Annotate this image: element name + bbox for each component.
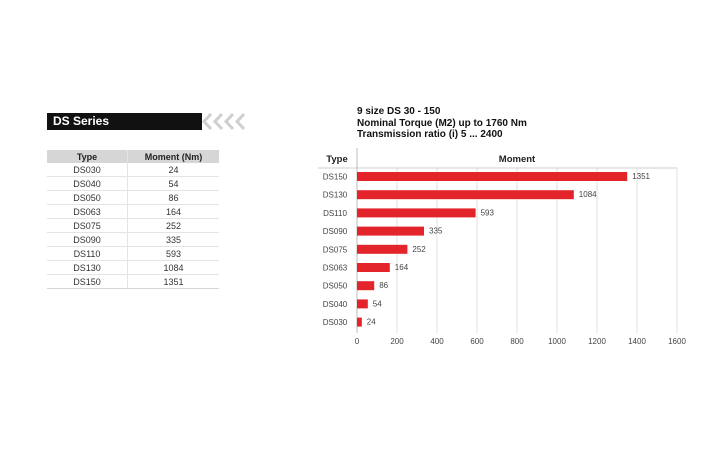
bar <box>357 172 628 181</box>
table-row: DS075 252 <box>47 218 219 233</box>
spec-info: 9 size DS 30 - 150 Nominal Torque (M2) u… <box>357 106 527 141</box>
info-transmission-ratio: Transmission ratio (i) 5 ... 2400 <box>357 129 503 140</box>
table-row: DS030 24 <box>47 163 219 177</box>
data-label: 86 <box>379 281 388 290</box>
cell-type: DS050 <box>47 190 128 205</box>
table-row: DS130 1084 <box>47 260 219 275</box>
category-label: DS090 <box>323 227 348 236</box>
info-size-range: 9 size DS 30 - 150 <box>357 106 441 117</box>
series-banner: DS Series <box>47 113 202 130</box>
table-row: DS090 335 <box>47 232 219 247</box>
bar <box>357 208 476 218</box>
chart-header-type: Type <box>326 154 347 165</box>
cell-type: DS030 <box>47 163 128 177</box>
moment-table: Type Moment (Nm) DS030 24 DS040 54 DS050 86… <box>47 150 219 289</box>
table-row: DS063 164 <box>47 204 219 219</box>
x-tick-label: 600 <box>470 337 484 346</box>
cell-moment: 86 <box>127 190 219 205</box>
table-header-row: Type Moment (Nm) <box>47 150 219 163</box>
cell-moment: 593 <box>127 246 219 261</box>
info-nominal-torque: Nominal Torque (M2) up to 1760 Nm <box>357 117 527 129</box>
category-label: DS063 <box>323 264 348 273</box>
data-label: 252 <box>412 245 426 254</box>
category-label: DS130 <box>323 191 348 200</box>
x-tick-label: 400 <box>430 337 444 346</box>
table-row: DS040 54 <box>47 176 219 191</box>
table-row: DS110 593 <box>47 246 219 261</box>
cell-moment: 252 <box>127 218 219 233</box>
table-row: DS050 86 <box>47 190 219 205</box>
series-title: DS Series <box>53 114 110 128</box>
cell-type: DS110 <box>47 246 128 261</box>
cell-moment: 1351 <box>127 274 219 289</box>
x-tick-label: 200 <box>390 337 404 346</box>
bar <box>357 263 390 272</box>
x-tick-label: 800 <box>510 337 524 346</box>
x-tick-label: 1600 <box>668 337 686 346</box>
category-label: DS150 <box>323 173 348 182</box>
cell-moment: 54 <box>127 176 219 191</box>
column-header-type: Type <box>47 150 128 163</box>
cell-moment: 1084 <box>127 260 219 275</box>
x-tick-label: 1200 <box>588 337 606 346</box>
cell-moment: 164 <box>127 204 219 219</box>
category-label: DS075 <box>323 245 348 254</box>
chart-header-moment: Moment <box>499 154 536 165</box>
cell-type: DS150 <box>47 274 128 289</box>
category-label: DS040 <box>323 300 348 309</box>
bar <box>357 226 424 236</box>
chevron-arrows-icon <box>201 112 246 131</box>
cell-type: DS063 <box>47 204 128 219</box>
category-label: DS050 <box>323 282 348 291</box>
bar <box>357 317 362 327</box>
data-label: 164 <box>395 263 409 272</box>
cell-type: DS075 <box>47 218 128 233</box>
data-label: 1351 <box>632 172 650 181</box>
data-label: 593 <box>481 208 495 217</box>
column-header-moment: Moment (Nm) <box>127 150 219 163</box>
data-label: 54 <box>373 299 382 308</box>
x-tick-label: 0 <box>355 337 360 346</box>
table-row: DS150 1351 <box>47 274 219 289</box>
category-label: DS110 <box>323 209 347 218</box>
bar <box>357 244 408 254</box>
cell-type: DS090 <box>47 232 128 247</box>
bar <box>357 190 574 200</box>
bar <box>357 281 375 291</box>
cell-moment: 24 <box>127 163 219 177</box>
x-tick-label: 1000 <box>548 337 566 346</box>
data-label: 24 <box>367 318 376 327</box>
data-label: 1084 <box>579 190 597 199</box>
category-label: DS030 <box>323 318 348 327</box>
cell-moment: 335 <box>127 232 219 247</box>
data-label: 335 <box>429 227 443 236</box>
cell-type: DS040 <box>47 176 128 191</box>
cell-type: DS130 <box>47 260 128 275</box>
x-tick-label: 1400 <box>628 337 646 346</box>
bar <box>357 299 368 309</box>
